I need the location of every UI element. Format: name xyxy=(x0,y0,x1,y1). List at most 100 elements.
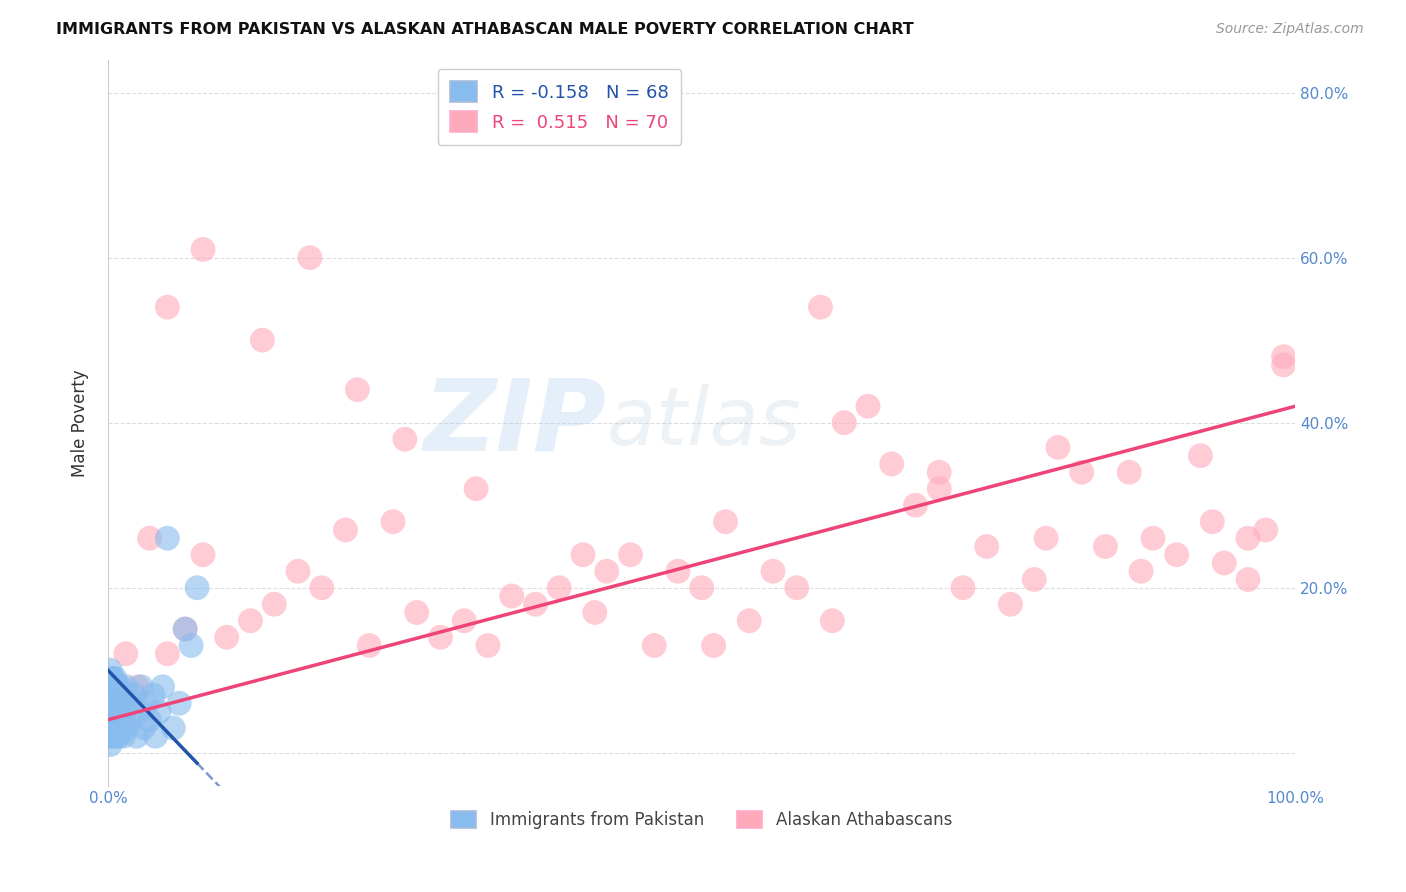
Point xyxy=(832,416,855,430)
Point xyxy=(596,564,619,578)
Point xyxy=(359,639,381,653)
Point xyxy=(1046,441,1069,455)
Point xyxy=(138,531,160,545)
Point xyxy=(145,729,167,743)
Point xyxy=(1094,540,1116,554)
Point xyxy=(105,729,128,743)
Point xyxy=(114,647,136,661)
Point xyxy=(298,251,321,265)
Point xyxy=(904,498,927,512)
Point xyxy=(1070,465,1092,479)
Y-axis label: Male Poverty: Male Poverty xyxy=(72,369,89,476)
Point xyxy=(186,581,208,595)
Point xyxy=(156,647,179,661)
Point xyxy=(107,688,129,702)
Point xyxy=(108,705,131,719)
Point xyxy=(287,564,309,578)
Point xyxy=(105,680,128,694)
Point xyxy=(101,688,124,702)
Point xyxy=(107,696,129,710)
Point xyxy=(125,729,148,743)
Point xyxy=(1201,515,1223,529)
Point xyxy=(335,523,357,537)
Point xyxy=(1000,597,1022,611)
Point xyxy=(107,729,129,743)
Point xyxy=(856,399,879,413)
Point xyxy=(111,713,134,727)
Point xyxy=(643,639,665,653)
Point xyxy=(100,672,122,686)
Point xyxy=(98,738,121,752)
Point xyxy=(928,482,950,496)
Point xyxy=(465,482,488,496)
Point xyxy=(101,705,124,719)
Point xyxy=(821,614,844,628)
Point xyxy=(1213,556,1236,570)
Point xyxy=(548,581,571,595)
Point xyxy=(762,564,785,578)
Point xyxy=(114,705,136,719)
Point xyxy=(1118,465,1140,479)
Point xyxy=(239,614,262,628)
Point xyxy=(101,721,124,735)
Point xyxy=(976,540,998,554)
Point xyxy=(118,696,141,710)
Text: atlas: atlas xyxy=(607,384,801,462)
Point xyxy=(167,696,190,710)
Point xyxy=(191,548,214,562)
Point xyxy=(98,680,121,694)
Point xyxy=(952,581,974,595)
Point xyxy=(98,721,121,735)
Point xyxy=(738,614,761,628)
Point xyxy=(156,531,179,545)
Point xyxy=(107,713,129,727)
Point xyxy=(105,713,128,727)
Point xyxy=(112,729,135,743)
Point xyxy=(382,515,405,529)
Point xyxy=(1254,523,1277,537)
Point xyxy=(110,721,132,735)
Point xyxy=(127,680,149,694)
Point xyxy=(174,622,197,636)
Point xyxy=(132,721,155,735)
Point xyxy=(103,680,125,694)
Point xyxy=(100,705,122,719)
Point xyxy=(1130,564,1153,578)
Point xyxy=(524,597,547,611)
Point xyxy=(142,688,165,702)
Point xyxy=(103,705,125,719)
Point xyxy=(215,630,238,644)
Point xyxy=(453,614,475,628)
Point xyxy=(98,663,121,677)
Point xyxy=(107,721,129,735)
Point xyxy=(501,589,523,603)
Point xyxy=(104,688,127,702)
Point xyxy=(128,705,150,719)
Point xyxy=(1237,531,1260,545)
Point xyxy=(1142,531,1164,545)
Point xyxy=(101,729,124,743)
Point xyxy=(1272,358,1295,372)
Point xyxy=(786,581,808,595)
Point xyxy=(619,548,641,562)
Point xyxy=(138,713,160,727)
Point xyxy=(98,696,121,710)
Point xyxy=(191,243,214,257)
Point xyxy=(108,696,131,710)
Point xyxy=(252,333,274,347)
Point xyxy=(880,457,903,471)
Point xyxy=(714,515,737,529)
Point xyxy=(114,680,136,694)
Point xyxy=(121,713,143,727)
Point xyxy=(98,705,121,719)
Point xyxy=(98,729,121,743)
Point xyxy=(1024,573,1046,587)
Point xyxy=(703,639,725,653)
Point xyxy=(98,713,121,727)
Point xyxy=(104,672,127,686)
Point xyxy=(572,548,595,562)
Point xyxy=(1166,548,1188,562)
Text: Source: ZipAtlas.com: Source: ZipAtlas.com xyxy=(1216,22,1364,37)
Point xyxy=(263,597,285,611)
Point xyxy=(122,688,145,702)
